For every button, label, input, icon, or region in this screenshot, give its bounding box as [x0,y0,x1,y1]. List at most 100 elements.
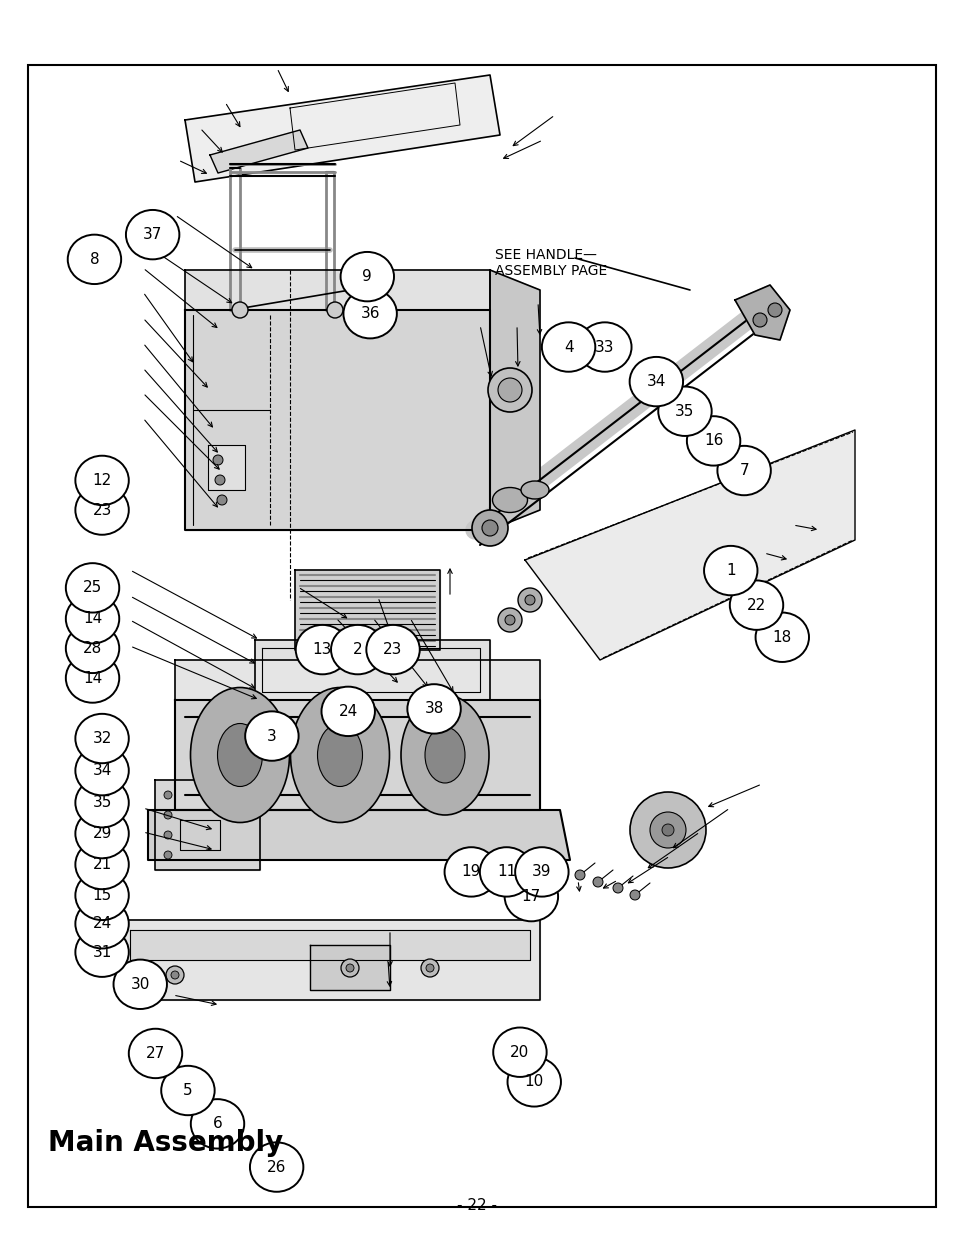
Text: 33: 33 [595,340,614,354]
Text: 4: 4 [563,340,573,354]
Ellipse shape [129,1029,182,1078]
Polygon shape [185,310,490,530]
Text: - 22 -: - 22 - [456,1198,497,1213]
Text: 11: 11 [497,864,516,879]
Ellipse shape [407,684,460,734]
Text: 14: 14 [83,671,102,685]
Circle shape [504,615,515,625]
Ellipse shape [343,289,396,338]
Ellipse shape [340,252,394,301]
Ellipse shape [161,1066,214,1115]
Circle shape [497,378,521,403]
Ellipse shape [578,322,631,372]
Ellipse shape [515,847,568,897]
Text: 29: 29 [92,826,112,841]
Text: 8: 8 [90,252,99,267]
Ellipse shape [75,871,129,920]
Polygon shape [210,130,308,173]
Ellipse shape [291,688,389,823]
Text: 39: 39 [532,864,551,879]
Text: 20: 20 [510,1045,529,1060]
Ellipse shape [75,809,129,858]
Ellipse shape [75,456,129,505]
Text: 31: 31 [92,945,112,960]
Text: 26: 26 [267,1160,286,1174]
Polygon shape [254,640,490,700]
Polygon shape [174,700,539,810]
Ellipse shape [250,1142,303,1192]
Text: 15: 15 [92,888,112,903]
Circle shape [171,971,179,979]
Text: 7: 7 [739,463,748,478]
Circle shape [164,831,172,839]
Circle shape [213,454,223,466]
Text: 25: 25 [83,580,102,595]
Text: 35: 35 [92,795,112,810]
Ellipse shape [507,1057,560,1107]
Ellipse shape [75,714,129,763]
Polygon shape [148,810,569,860]
Ellipse shape [479,847,533,897]
Polygon shape [524,430,854,659]
Text: 17: 17 [521,889,540,904]
Ellipse shape [331,625,384,674]
Circle shape [340,960,358,977]
Circle shape [517,588,541,613]
Text: 38: 38 [424,701,443,716]
Ellipse shape [245,711,298,761]
Ellipse shape [703,546,757,595]
Circle shape [164,811,172,819]
Text: 24: 24 [92,916,112,931]
Ellipse shape [686,416,740,466]
Circle shape [649,811,685,848]
Text: 22: 22 [746,598,765,613]
Text: 30: 30 [131,977,150,992]
Ellipse shape [729,580,782,630]
Ellipse shape [75,778,129,827]
Ellipse shape [492,488,527,513]
Text: 27: 27 [146,1046,165,1061]
Text: 9: 9 [362,269,372,284]
Text: Main Assembly: Main Assembly [48,1129,283,1157]
Ellipse shape [66,653,119,703]
Ellipse shape [493,1028,546,1077]
Ellipse shape [541,322,595,372]
Circle shape [524,595,535,605]
Polygon shape [174,659,539,700]
Ellipse shape [717,446,770,495]
Text: 19: 19 [461,864,480,879]
Text: 37: 37 [143,227,162,242]
Text: 2: 2 [353,642,362,657]
Polygon shape [180,820,220,850]
Ellipse shape [191,1099,244,1149]
Ellipse shape [504,872,558,921]
Ellipse shape [444,847,497,897]
Circle shape [497,608,521,632]
Circle shape [613,883,622,893]
Text: 28: 28 [83,641,102,656]
Text: 34: 34 [646,374,665,389]
Polygon shape [734,285,789,340]
Text: 6: 6 [213,1116,222,1131]
Ellipse shape [321,687,375,736]
Circle shape [575,869,584,881]
Ellipse shape [126,210,179,259]
Text: 12: 12 [92,473,112,488]
Circle shape [481,520,497,536]
Text: 34: 34 [92,763,112,778]
Ellipse shape [755,613,808,662]
Polygon shape [185,270,490,310]
Text: 14: 14 [83,611,102,626]
Circle shape [164,790,172,799]
Circle shape [488,368,532,412]
Ellipse shape [295,625,349,674]
Circle shape [166,966,184,984]
Text: 5: 5 [183,1083,193,1098]
Ellipse shape [520,480,548,499]
Text: 16: 16 [703,433,722,448]
Text: 21: 21 [92,857,112,872]
Text: 23: 23 [92,503,112,517]
Text: 23: 23 [383,642,402,657]
Text: SEE HANDLE—
ASSEMBLY PAGE: SEE HANDLE— ASSEMBLY PAGE [495,248,607,278]
Circle shape [629,890,639,900]
